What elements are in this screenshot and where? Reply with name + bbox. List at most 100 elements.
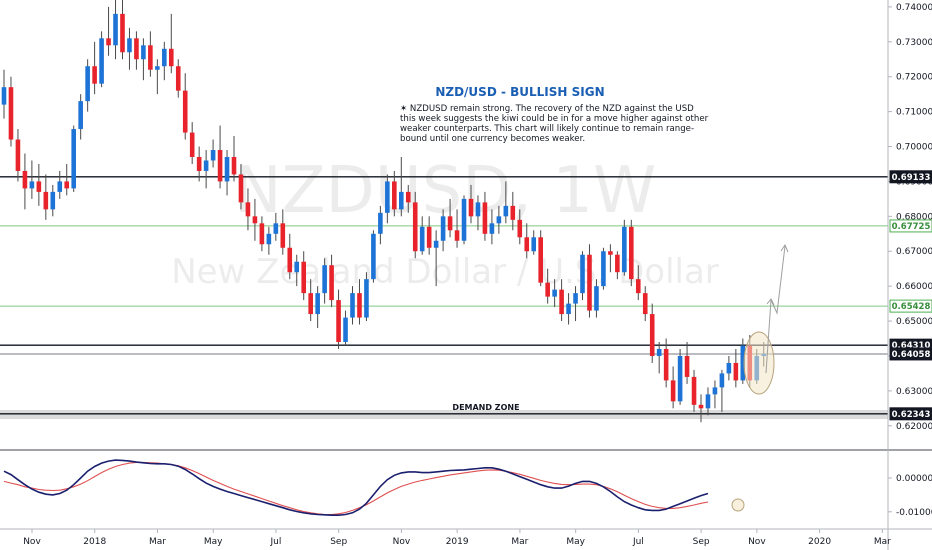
y-tick-label: 0.66000 xyxy=(896,282,932,292)
price-level-label: 0.69133 xyxy=(892,173,931,183)
candle-body-up xyxy=(712,387,718,395)
x-tick-label: Mar xyxy=(874,537,891,547)
candle-body-up xyxy=(601,251,606,287)
candle-body-down xyxy=(482,202,488,234)
candle-body-up xyxy=(677,355,683,402)
candle-body-down xyxy=(22,170,28,189)
candle-body-up xyxy=(371,233,376,280)
candle-body-down xyxy=(615,254,620,273)
osc-tick-label: -0.01000 xyxy=(896,508,932,518)
y-tick-label: 0.73000 xyxy=(896,38,932,48)
projection-arrowhead-1 xyxy=(766,298,775,306)
candle-body-up xyxy=(433,240,439,248)
candle-body-down xyxy=(92,66,97,84)
y-tick-label: 0.68000 xyxy=(896,212,932,222)
candle-body-down xyxy=(329,265,334,301)
candle-body-down xyxy=(635,279,641,294)
candle-body-up xyxy=(113,13,118,46)
candle-body-up xyxy=(315,293,320,315)
candle-body-down xyxy=(196,156,202,171)
y-tick-label: 0.74000 xyxy=(896,3,932,13)
candle-body-down xyxy=(43,191,49,210)
candle-body-down xyxy=(587,254,592,311)
candle-body-down xyxy=(510,205,516,220)
x-tick-label: Jul xyxy=(632,537,644,547)
candle-body-down xyxy=(287,247,293,273)
candle-body-up xyxy=(203,160,209,171)
x-tick-label: 2018 xyxy=(83,537,106,547)
y-tick-label: 0.62000 xyxy=(896,422,932,432)
candle-body-up xyxy=(364,279,369,318)
candle-body-down xyxy=(189,132,195,157)
y-tick-label: 0.71000 xyxy=(896,108,932,118)
candle-body-down xyxy=(545,282,550,297)
candle-body-up xyxy=(57,181,63,192)
candle-body-down xyxy=(663,348,669,381)
candle-body-down xyxy=(148,45,153,70)
candle-body-down xyxy=(8,87,14,140)
candle-body-down xyxy=(134,38,139,60)
candle-body-up xyxy=(622,226,627,273)
y-tick-label: 0.72000 xyxy=(896,73,932,83)
candle-body-up xyxy=(162,48,167,67)
candle-body-down xyxy=(733,362,739,381)
candle-body-down xyxy=(629,226,634,280)
candle-body-down xyxy=(280,223,286,248)
candle-body-down xyxy=(698,404,704,409)
candle-body-down xyxy=(301,261,307,294)
note-line: this week suggests the kiwi could be in … xyxy=(400,114,709,124)
price-level-label: 0.67725 xyxy=(892,222,931,232)
candle-body-up xyxy=(552,289,557,297)
candle-body-up xyxy=(322,265,327,294)
price-level-label: 0.62343 xyxy=(892,410,931,420)
x-tick-label: Nov xyxy=(393,537,411,547)
candle-body-down xyxy=(245,202,251,217)
x-tick-label: Sep xyxy=(693,537,710,547)
candle-body-down xyxy=(259,223,265,245)
candle-body-up xyxy=(155,66,160,70)
candle-body-up xyxy=(266,233,272,245)
candle-body-down xyxy=(538,237,543,283)
candle-body-up xyxy=(85,66,90,102)
crossover-circle xyxy=(731,498,745,512)
candle-body-up xyxy=(343,317,348,343)
price-level-tag xyxy=(889,299,932,313)
candle-body-down xyxy=(392,181,397,210)
price-level-tag xyxy=(889,347,932,361)
candle-body-up xyxy=(740,345,746,381)
x-tick-label: 2020 xyxy=(808,537,831,547)
candle-body-down xyxy=(412,202,418,252)
candle-body-down xyxy=(217,150,223,182)
candle-body-up xyxy=(294,261,300,273)
candle-body-up xyxy=(531,237,537,252)
candle-body-up xyxy=(594,286,599,311)
candle-body-down xyxy=(691,376,697,405)
x-tick-label: Sep xyxy=(330,537,347,547)
candle-body-down xyxy=(642,293,648,315)
candle-body-up xyxy=(378,212,383,234)
y-tick-label: 0.70000 xyxy=(896,143,932,153)
candle-body-up xyxy=(573,293,578,304)
osc-tick-label: 0.00000 xyxy=(896,474,932,484)
candle-body-down xyxy=(15,139,21,171)
price-level-label: 0.65428 xyxy=(892,302,931,312)
candle-body-up xyxy=(99,38,104,84)
candle-body-down xyxy=(447,216,453,231)
candle-body-down xyxy=(670,380,676,402)
candle-body-down xyxy=(468,198,474,217)
candle-body-down xyxy=(120,13,125,53)
candle-body-down xyxy=(454,230,460,241)
candle-body-down xyxy=(175,66,181,91)
signal-line xyxy=(3,461,709,516)
candle-body-down xyxy=(684,355,690,377)
highlight-ellipse xyxy=(743,331,775,395)
candle-body-up xyxy=(29,181,35,189)
candle-body-up xyxy=(656,348,662,356)
candle-body-up xyxy=(496,216,502,224)
macd-line xyxy=(3,459,709,516)
candle-body-up xyxy=(1,87,7,105)
candle-body-up xyxy=(419,226,425,252)
symbol-watermark: NZDUSD, 1W xyxy=(234,154,656,228)
price-level-tag xyxy=(889,407,932,421)
